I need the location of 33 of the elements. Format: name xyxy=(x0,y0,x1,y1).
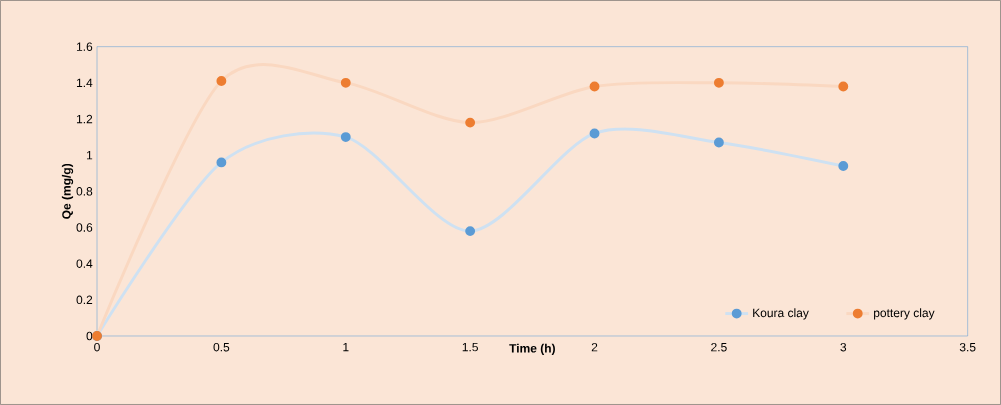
y-tick-label: 1.4 xyxy=(76,78,93,87)
point xyxy=(340,132,351,143)
y-tick-label: 0.8 xyxy=(76,187,93,196)
y-tick-label: 0.2 xyxy=(76,295,93,305)
legend-label: pottery clay xyxy=(874,308,935,320)
point xyxy=(713,77,724,88)
legend-label: Koura clay xyxy=(753,308,809,320)
y-tick-label: 0 xyxy=(86,331,93,341)
point xyxy=(340,77,351,88)
x-tick-label: 0 xyxy=(94,342,100,352)
x-tick-label: 1.5 xyxy=(462,342,478,352)
point xyxy=(216,157,227,168)
y-tick-label: 0.6 xyxy=(76,223,93,232)
point xyxy=(713,137,724,148)
point xyxy=(216,76,227,86)
point xyxy=(465,117,476,128)
x-tick-label: 3 xyxy=(840,342,847,352)
point xyxy=(589,128,600,139)
y-tick-label: 1 xyxy=(86,151,93,160)
point xyxy=(465,226,476,237)
point xyxy=(838,81,849,92)
x-axis-title: Time (h) xyxy=(509,343,555,355)
x-tick-label: 3.5 xyxy=(959,342,976,352)
x-tick-label: 2 xyxy=(591,342,598,352)
x-tick-label: 2.5 xyxy=(711,342,727,352)
y-tick-label: 1.6 xyxy=(76,42,93,51)
x-tick-label: 0.5 xyxy=(213,342,230,352)
y-tick-label: 1.2 xyxy=(76,114,93,124)
point xyxy=(838,161,849,171)
y-axis-title: Qe (mg/g) xyxy=(61,163,74,219)
y-tick-label: 0.4 xyxy=(76,259,93,268)
point xyxy=(589,81,600,92)
x-tick-label: 1 xyxy=(343,342,349,352)
